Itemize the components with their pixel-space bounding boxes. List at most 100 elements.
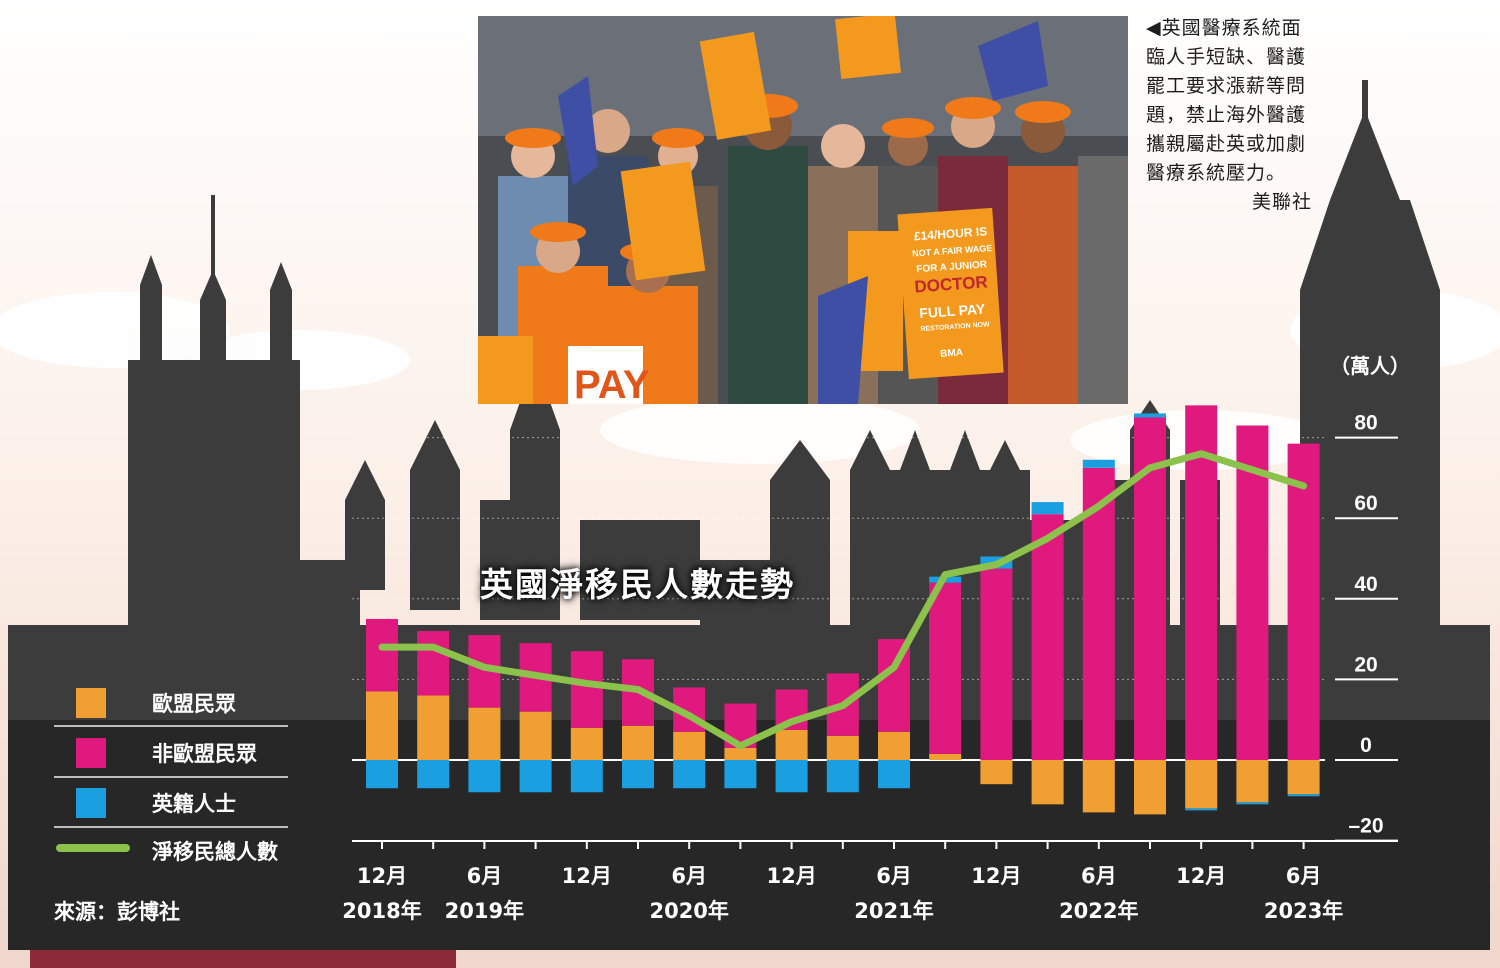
- bar-british: [1185, 808, 1218, 811]
- y-axis-ticks: 80 60 40 20 0 –20: [1335, 412, 1398, 842]
- bar-non-eu: [980, 568, 1013, 760]
- y-tick-label: 80: [1354, 412, 1377, 435]
- x-tick-month: 12月: [1176, 864, 1226, 888]
- bma-flag: [978, 21, 1048, 101]
- bar-british: [519, 760, 552, 793]
- legend-swatch-british: [76, 788, 106, 818]
- legend-swatch-eu: [76, 688, 106, 718]
- placard-pay: [568, 346, 643, 404]
- bar-eu: [1031, 760, 1064, 805]
- bar-eu: [622, 725, 654, 760]
- svg-text:FULL PAY: FULL PAY: [919, 301, 986, 322]
- bar-british: [1236, 802, 1269, 805]
- bar-eu: [775, 729, 808, 760]
- x-axis-ticks: 12月 2018年 6月 2019年 12月 6月 2020年 12月 6月 2021年 12月 6月…: [342, 840, 1398, 923]
- x-tick-month: 6月: [671, 864, 707, 888]
- bar-british: [724, 760, 757, 789]
- y-tick-label: 40: [1354, 573, 1377, 596]
- legend-label-non-eu: 非歐盟民眾: [152, 742, 257, 766]
- bar-eu: [1185, 760, 1218, 809]
- y-tick-label: 0: [1360, 734, 1372, 757]
- x-tick-month: 6月: [876, 864, 912, 888]
- bar-british: [1134, 413, 1166, 418]
- bar-eu: [673, 731, 706, 760]
- bar-british: [570, 760, 603, 793]
- bar-non-eu: [417, 631, 450, 696]
- x-tick-month: 12月: [766, 864, 816, 888]
- bar-eu: [724, 747, 757, 760]
- y-tick-label: –20: [1348, 815, 1383, 838]
- chart-title: 英國淨移民人數走勢: [480, 565, 795, 604]
- bar-british: [878, 760, 910, 789]
- x-tick-month: 12月: [562, 864, 612, 888]
- bar-british: [826, 760, 859, 793]
- bar-eu: [417, 695, 450, 760]
- x-tick-month: 12月: [357, 864, 407, 888]
- x-tick-year: 2021年: [854, 899, 933, 923]
- y-axis-unit: （萬人）: [1330, 354, 1410, 378]
- photo-caption: ◀英國醫療系統面臨人手短缺、醫護罷工要求漲薪等問題，禁止海外醫護攜親屬赴英或加劇…: [1146, 14, 1312, 217]
- legend-label-net: 淨移民總人數: [152, 840, 278, 864]
- protest-photo-illustration: £14/HOUR IS NOT A FAIR WAGE FOR A JUNIOR…: [478, 16, 1128, 404]
- placard-large: £14/HOUR IS NOT A FAIR WAGE FOR A JUNIOR…: [897, 207, 1004, 380]
- x-tick-year: 2018年: [342, 899, 421, 923]
- svg-text:RESTORATION NOW: RESTORATION NOW: [920, 321, 990, 333]
- x-tick-year: 2019年: [445, 899, 524, 923]
- bar-british: [468, 760, 501, 793]
- bar-eu: [929, 753, 962, 760]
- bar-eu: [468, 707, 501, 760]
- bar-british: [1082, 459, 1115, 468]
- legend-divider: [54, 826, 288, 828]
- legend-divider: [54, 725, 288, 727]
- bar-non-eu: [1185, 405, 1218, 760]
- bar-eu: [826, 735, 859, 760]
- bma-flag-bottom: [818, 276, 868, 404]
- bar-british: [1287, 794, 1320, 797]
- caption-text: ◀英國醫療系統面臨人手短缺、醫護罷工要求漲薪等問題，禁止海外醫護攜親屬赴英或加劇…: [1146, 17, 1307, 184]
- bar-eu: [1134, 760, 1166, 815]
- net-migration-line: [378, 450, 1308, 750]
- bar-non-eu: [570, 651, 603, 728]
- svg-text:FOR A JUNIOR: FOR A JUNIOR: [916, 259, 988, 275]
- bar-british: [673, 760, 706, 789]
- bar-eu: [1236, 760, 1269, 803]
- placard-top: [699, 31, 772, 140]
- svg-text:BMA: BMA: [940, 347, 963, 360]
- bar-british: [622, 760, 654, 789]
- bar-non-eu: [1031, 514, 1064, 760]
- line-group: [378, 450, 1308, 750]
- bar-british: [366, 760, 398, 789]
- legend-label-british: 英籍人士: [152, 792, 236, 816]
- placard-consultant: [620, 161, 706, 281]
- bar-british: [1031, 502, 1064, 515]
- bar-eu: [878, 731, 910, 760]
- svg-text:£14/HOUR IS: £14/HOUR IS: [913, 224, 987, 243]
- caption-credit: 美聯社: [1251, 191, 1312, 213]
- x-tick-month: 6月: [1081, 864, 1117, 888]
- bar-eu: [1082, 760, 1115, 813]
- legend-swatch-net: [56, 844, 130, 852]
- placard-protect: [835, 16, 901, 79]
- bma-flag-left: [558, 76, 598, 186]
- bar-non-eu: [929, 582, 962, 754]
- accent-strip: [30, 950, 456, 968]
- bar-non-eu: [366, 618, 398, 692]
- bar-non-eu: [1236, 425, 1269, 760]
- legend-divider: [54, 776, 288, 778]
- x-tick-month: 6月: [1286, 864, 1322, 888]
- placard-left: [478, 336, 533, 404]
- x-tick-month: 6月: [467, 864, 503, 888]
- bar-eu: [980, 760, 1013, 785]
- bar-eu: [366, 691, 398, 760]
- y-tick-label: 20: [1354, 653, 1377, 676]
- bar-british: [775, 760, 808, 793]
- source-note: 來源：彭博社: [54, 900, 180, 924]
- y-tick-label: 60: [1354, 492, 1377, 515]
- x-tick-year: 2020年: [649, 899, 728, 923]
- legend-label-eu: 歐盟民眾: [152, 692, 236, 716]
- bar-group: [366, 405, 1320, 815]
- legend-swatch-non-eu: [76, 738, 106, 768]
- x-tick-month: 12月: [971, 864, 1021, 888]
- x-tick-year: 2022年: [1059, 899, 1138, 923]
